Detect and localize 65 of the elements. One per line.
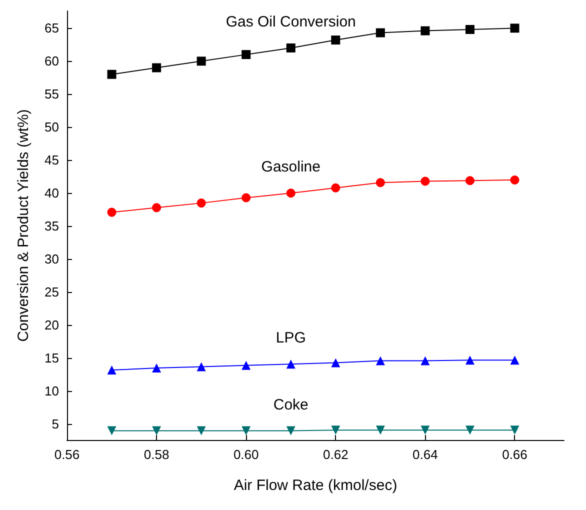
- point: [107, 70, 116, 79]
- point: [420, 356, 430, 366]
- y-tick-label: 55: [44, 86, 59, 102]
- x-axis-title: Air Flow Rate (kmol/sec): [234, 477, 398, 494]
- point: [286, 426, 296, 436]
- point: [152, 364, 162, 373]
- point: [420, 26, 430, 36]
- point: [331, 36, 340, 45]
- point: [242, 426, 251, 436]
- x-tick-label: 0.62: [322, 447, 348, 462]
- series-label: Gas Oil Conversion: [226, 13, 356, 30]
- x-tick-label: 0.64: [412, 447, 438, 462]
- point: [420, 176, 430, 186]
- point: [242, 193, 251, 202]
- point: [152, 63, 162, 72]
- point: [196, 362, 206, 372]
- y-tick-label: 20: [44, 318, 59, 333]
- y-tick-label: 65: [44, 20, 59, 36]
- series-label: LPG: [276, 330, 306, 347]
- point: [286, 43, 296, 52]
- point: [107, 426, 116, 436]
- point: [196, 198, 206, 208]
- y-tick-label: 60: [44, 54, 59, 69]
- point: [465, 176, 474, 186]
- point: [510, 426, 520, 435]
- point: [152, 203, 162, 212]
- x-tick-label: 0.58: [144, 447, 170, 462]
- point: [510, 175, 520, 184]
- y-tick-label: 35: [44, 218, 59, 234]
- point: [331, 183, 340, 192]
- point: [286, 360, 296, 369]
- point: [376, 356, 385, 366]
- point: [107, 208, 116, 217]
- point: [510, 24, 520, 33]
- point: [331, 358, 340, 368]
- point: [196, 426, 206, 436]
- point: [420, 426, 430, 435]
- y-axis-title: Conversion & Product Yields (wt%): [15, 109, 32, 342]
- point: [331, 426, 340, 435]
- series-label: Coke: [273, 396, 308, 414]
- x-tick-label: 0.56: [54, 447, 80, 462]
- y-tick-label: 45: [44, 152, 59, 168]
- point: [286, 188, 296, 198]
- y-tick-label: 25: [44, 284, 59, 300]
- y-tick-label: 40: [44, 186, 59, 201]
- point: [196, 56, 206, 66]
- x-tick-label: 0.66: [502, 447, 528, 462]
- point: [465, 24, 474, 34]
- point: [242, 50, 251, 60]
- point: [376, 28, 385, 38]
- point: [376, 426, 385, 435]
- point: [465, 356, 474, 365]
- y-tick-label: 10: [44, 384, 59, 399]
- point: [107, 366, 116, 375]
- series-label: Gasoline: [261, 158, 320, 176]
- point: [152, 426, 162, 436]
- y-tick-label: 50: [44, 120, 59, 135]
- point: [242, 360, 251, 370]
- point: [376, 178, 385, 188]
- y-tick-label: 15: [44, 350, 59, 366]
- x-tick-label: 0.60: [233, 447, 259, 462]
- point: [465, 426, 474, 435]
- y-tick-label: 5: [52, 416, 59, 432]
- y-tick-label: 30: [44, 252, 59, 267]
- point: [510, 356, 520, 365]
